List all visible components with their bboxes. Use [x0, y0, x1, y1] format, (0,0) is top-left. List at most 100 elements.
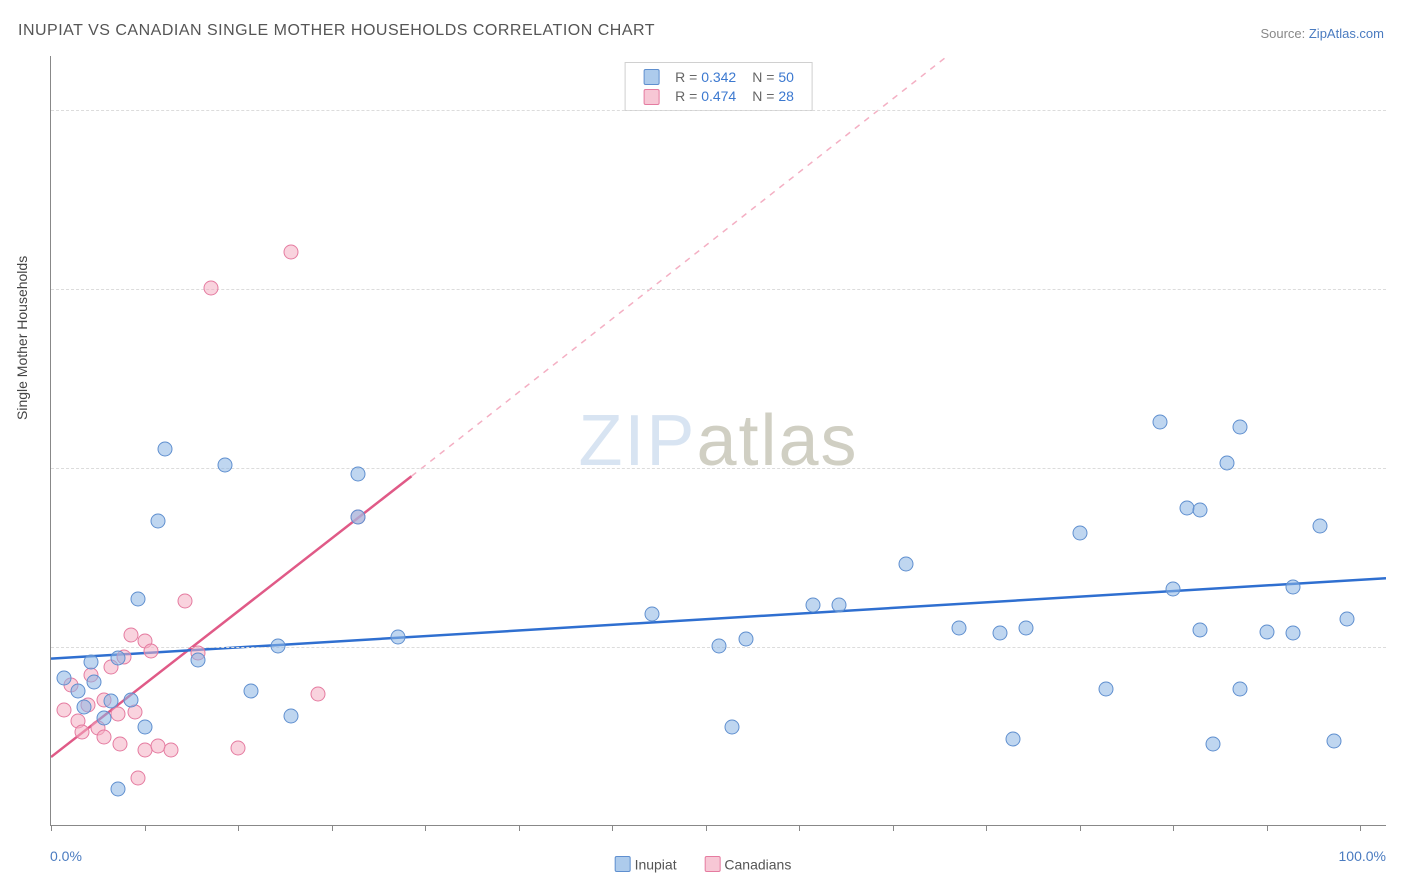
trend-lines	[51, 56, 1386, 825]
x-tick	[612, 825, 613, 831]
legend-swatch-pink	[705, 856, 721, 872]
data-point	[645, 606, 660, 621]
y-axis-label: Single Mother Households	[14, 256, 30, 420]
data-point	[992, 626, 1007, 641]
data-point	[130, 592, 145, 607]
legend-label-inupiat: Inupiat	[635, 856, 677, 872]
x-max-label: 100.0%	[1339, 848, 1386, 864]
data-point	[725, 719, 740, 734]
y-tick-label: 30.0%	[1394, 281, 1406, 297]
data-point	[97, 710, 112, 725]
legend-row-pink: R = 0.474 N = 28	[635, 86, 802, 105]
legend-item-inupiat: Inupiat	[615, 855, 681, 871]
data-point	[351, 467, 366, 482]
data-point	[1072, 526, 1087, 541]
x-tick	[1080, 825, 1081, 831]
x-tick	[425, 825, 426, 831]
data-point	[351, 510, 366, 525]
data-point	[1099, 681, 1114, 696]
data-point	[284, 244, 299, 259]
data-point	[177, 594, 192, 609]
data-point	[1166, 581, 1181, 596]
data-point	[70, 683, 85, 698]
data-point	[144, 644, 159, 659]
data-point	[738, 631, 753, 646]
legend-R-label: R =	[675, 88, 697, 104]
data-point	[1339, 612, 1354, 627]
data-point	[805, 597, 820, 612]
data-point	[1206, 737, 1221, 752]
data-point	[150, 513, 165, 528]
plot-area: ZIPatlas R = 0.342 N = 50 R = 0.474 N = …	[50, 56, 1386, 826]
x-min-label: 0.0%	[50, 848, 82, 864]
data-point	[1259, 624, 1274, 639]
data-point	[204, 280, 219, 295]
y-tick-label: 40.0%	[1394, 102, 1406, 118]
data-point	[157, 441, 172, 456]
data-point	[1313, 518, 1328, 533]
data-point	[952, 621, 967, 636]
gridline	[51, 468, 1386, 469]
gridline	[51, 110, 1386, 111]
data-point	[217, 458, 232, 473]
data-point	[74, 724, 89, 739]
data-point	[1019, 621, 1034, 636]
data-point	[137, 719, 152, 734]
legend-row-blue: R = 0.342 N = 50	[635, 67, 802, 86]
source-link[interactable]: ZipAtlas.com	[1309, 26, 1384, 41]
data-point	[311, 687, 326, 702]
data-point	[832, 597, 847, 612]
data-point	[110, 651, 125, 666]
legend-item-canadians: Canadians	[705, 855, 792, 871]
x-tick	[51, 825, 52, 831]
data-point	[1192, 502, 1207, 517]
legend-swatch-blue	[615, 856, 631, 872]
data-point	[1005, 732, 1020, 747]
data-point	[164, 742, 179, 757]
legend-N-blue: 50	[778, 69, 794, 85]
data-point	[1326, 733, 1341, 748]
x-tick	[519, 825, 520, 831]
data-point	[284, 708, 299, 723]
legend-R-pink: 0.474	[701, 88, 736, 104]
legend-N-label: N =	[752, 88, 774, 104]
y-tick-label: 10.0%	[1394, 639, 1406, 655]
trend-pink-dash	[411, 56, 958, 476]
data-point	[231, 741, 246, 756]
series-legend: Inupiat Canadians	[603, 854, 804, 872]
data-point	[1233, 420, 1248, 435]
data-point	[1219, 456, 1234, 471]
data-point	[124, 692, 139, 707]
correlation-legend: R = 0.342 N = 50 R = 0.474 N = 28	[624, 62, 813, 111]
data-point	[899, 556, 914, 571]
x-tick	[1267, 825, 1268, 831]
y-tick-label: 20.0%	[1394, 460, 1406, 476]
data-point	[84, 655, 99, 670]
data-point	[244, 683, 259, 698]
data-point	[1192, 622, 1207, 637]
x-tick	[893, 825, 894, 831]
legend-N-pink: 28	[778, 88, 794, 104]
x-tick	[145, 825, 146, 831]
watermark: ZIPatlas	[578, 400, 858, 482]
source-text: Source:	[1260, 26, 1308, 41]
x-tick	[238, 825, 239, 831]
x-tick	[986, 825, 987, 831]
data-point	[712, 638, 727, 653]
x-tick	[1360, 825, 1361, 831]
x-tick	[1173, 825, 1174, 831]
data-point	[1286, 626, 1301, 641]
data-point	[271, 638, 286, 653]
data-point	[97, 730, 112, 745]
data-point	[1152, 415, 1167, 430]
data-point	[57, 703, 72, 718]
data-point	[190, 653, 205, 668]
legend-swatch-blue	[643, 69, 659, 85]
legend-N-label: N =	[752, 69, 774, 85]
legend-label-canadians: Canadians	[724, 856, 791, 872]
data-point	[77, 699, 92, 714]
data-point	[1233, 681, 1248, 696]
gridline	[51, 289, 1386, 290]
data-point	[1286, 579, 1301, 594]
data-point	[57, 671, 72, 686]
